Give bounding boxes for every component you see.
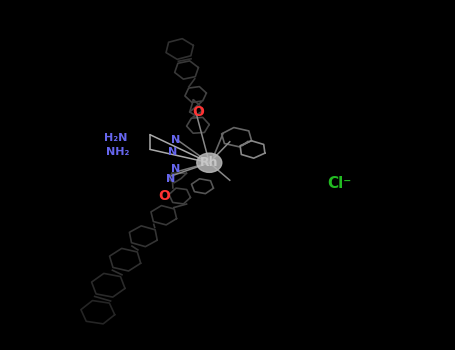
Text: N: N (171, 164, 180, 174)
Text: Rh: Rh (200, 156, 218, 169)
Text: O: O (158, 189, 170, 203)
Ellipse shape (197, 153, 222, 173)
Text: N: N (166, 174, 175, 184)
Text: Cl⁻: Cl⁻ (327, 176, 351, 191)
Text: H₂N: H₂N (104, 133, 127, 143)
Text: O: O (192, 105, 204, 119)
Text: NH₂: NH₂ (106, 147, 130, 157)
Text: N: N (171, 135, 180, 145)
Text: N: N (168, 147, 177, 157)
